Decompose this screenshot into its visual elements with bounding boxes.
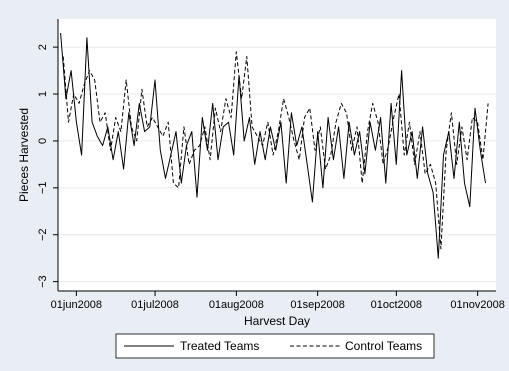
x-tick-label: 01jul2008 — [131, 299, 179, 311]
y-tick-label: 2 — [37, 44, 49, 50]
axes: −3 −2 −1 0 1 2 01jun2008 01jul2008 01aug2008 01se… — [37, 19, 505, 311]
x-tick-label: 01oct2008 — [371, 299, 422, 311]
y-axis-label: Pieces Harvested — [17, 108, 31, 202]
y-tick-label: −2 — [37, 228, 49, 241]
y-tick-label: 1 — [37, 91, 49, 97]
y-tick-label: 0 — [37, 138, 49, 144]
x-tick-label: 01aug2008 — [209, 299, 264, 311]
x-axis-label: Harvest Day — [244, 314, 310, 328]
legend-label: Treated Teams — [180, 339, 259, 353]
series-line-control — [62, 51, 489, 250]
x-tick-label: 01jun2008 — [51, 299, 102, 311]
x-tick-label: 01nov2008 — [450, 299, 504, 311]
y-tick-label: −1 — [37, 182, 49, 195]
x-tick-label: 01sep2008 — [290, 299, 344, 311]
series-layer — [60, 33, 489, 259]
series-line-treated — [60, 33, 486, 259]
legend-label: Control Teams — [345, 339, 422, 353]
y-tick-label: −3 — [37, 275, 49, 288]
plot-area — [58, 19, 496, 291]
legend: Treated Teams Control Teams — [115, 333, 435, 359]
